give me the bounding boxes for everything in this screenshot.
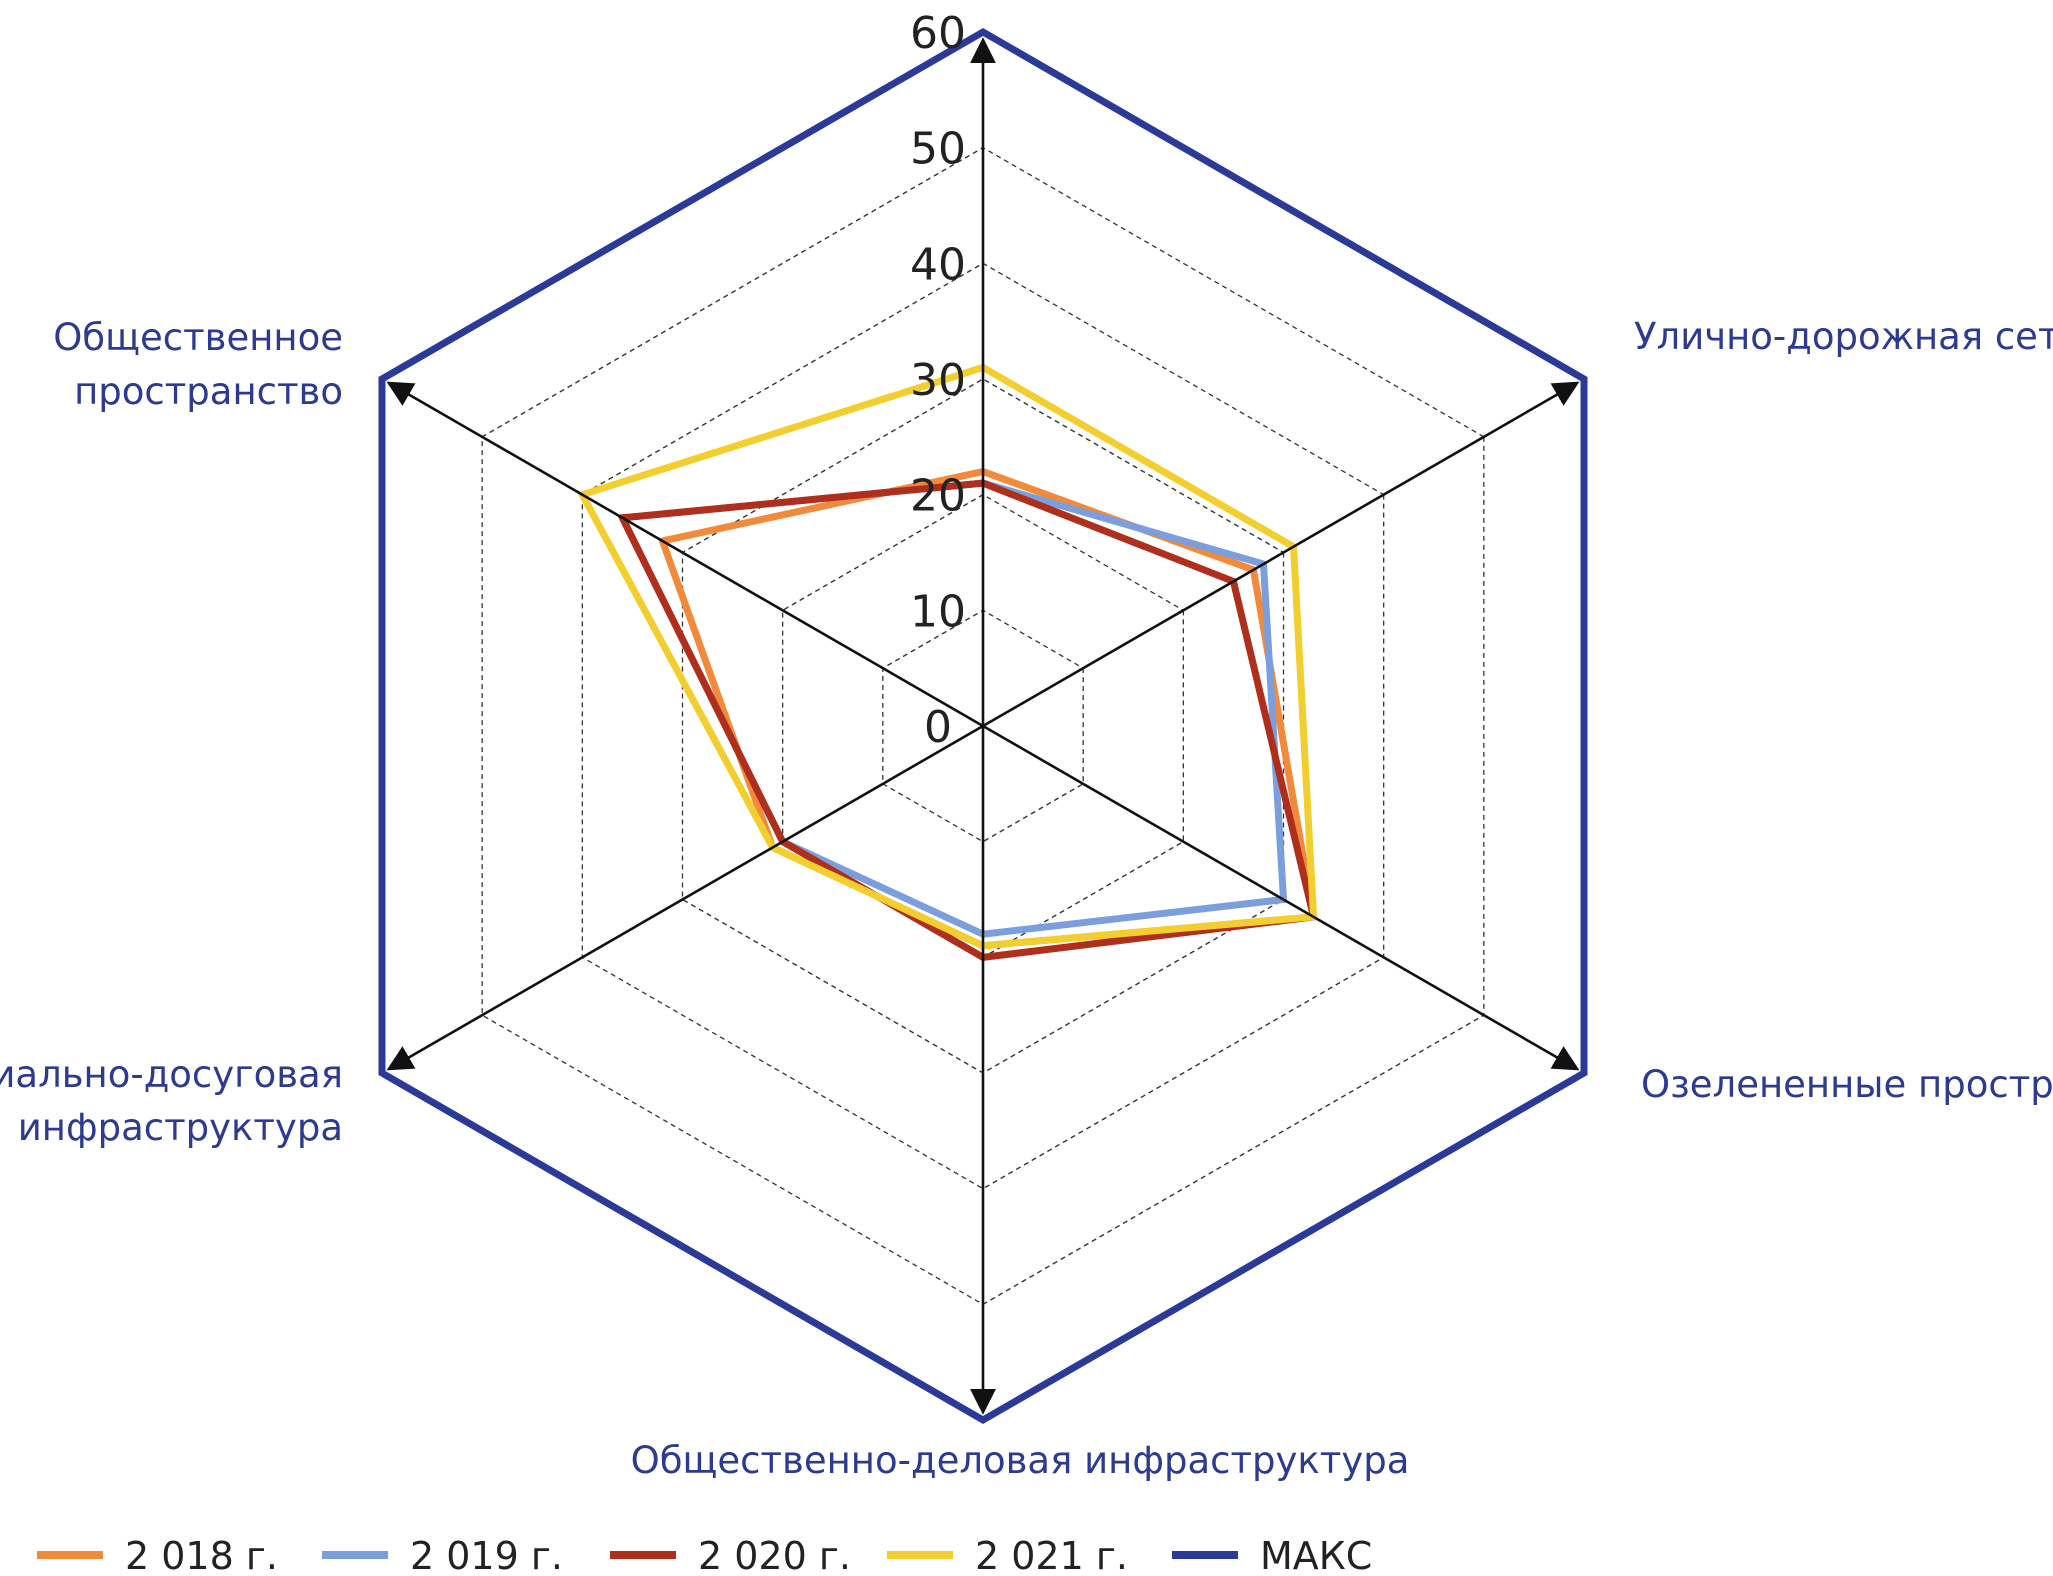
- axis-line-4: [386, 724, 984, 1071]
- axis-label-social-leisure-line1: Социально-досуговая: [0, 1053, 343, 1096]
- tick-label-40: 40: [910, 239, 966, 290]
- legend-label-5: МАКС: [1260, 1534, 1372, 1571]
- axis-label-public-space-line2: пространство: [74, 370, 343, 413]
- axis-label-social-leisure-line2: инфраструктура: [18, 1106, 343, 1149]
- series-line-1: [657, 467, 1318, 950]
- series-max-outline: [378, 27, 1588, 1425]
- max-outline: [378, 27, 1588, 1425]
- legend-label-2: 2 019 г.: [410, 1534, 563, 1571]
- tick-label-60: 60: [910, 8, 966, 59]
- radar-axes: [386, 37, 1580, 1415]
- tick-label-30: 30: [910, 355, 966, 406]
- legend-label-3: 2 020 г.: [698, 1534, 851, 1571]
- tick-label-10: 10: [910, 586, 966, 637]
- axis-label-green-spaces: Озелененные пространства: [1641, 1063, 2053, 1106]
- axis-line-5: [386, 381, 984, 728]
- axis-line-2: [982, 724, 1580, 1071]
- tick-label-0: 0: [924, 702, 952, 753]
- axis-line-1: [982, 381, 1580, 728]
- legend: 2 018 г. 2 019 г. 2 020 г. 2 021 г. МАКС: [37, 1534, 1372, 1576]
- tick-label-50: 50: [910, 124, 966, 175]
- tick-label-20: 20: [910, 471, 966, 522]
- axis-label-public-space-line1: Общественное: [53, 316, 343, 359]
- legend-label-1: 2 018 г.: [125, 1534, 278, 1571]
- axis-label-business-infrastructure: Общественно-деловая инфраструктура: [631, 1439, 1410, 1482]
- axis-label-street-network: Улично-дорожная сеть: [1634, 315, 2053, 358]
- tick-labels: 0 10 20 30 40 50 60: [910, 8, 966, 753]
- legend-label-4: 2 021 г.: [975, 1534, 1128, 1571]
- series-lines: [577, 363, 1318, 961]
